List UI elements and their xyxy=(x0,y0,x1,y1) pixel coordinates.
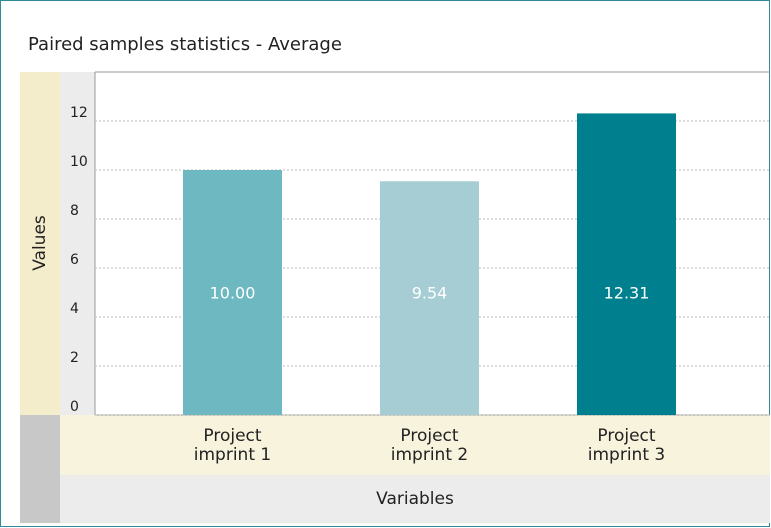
value-label: 9.54 xyxy=(412,284,448,303)
x-tick-label: Project imprint 1 xyxy=(193,426,272,465)
y-label-band xyxy=(20,72,60,415)
y-tick-label: 0 xyxy=(70,399,79,415)
bar xyxy=(380,181,479,415)
value-label: 12.31 xyxy=(604,284,650,303)
chart-title: Paired samples statistics - Average xyxy=(28,34,342,55)
x-label-band xyxy=(60,475,770,523)
y-tick-label: 6 xyxy=(70,252,79,268)
x-tick-label: Project imprint 2 xyxy=(390,426,469,465)
category-band xyxy=(60,415,770,475)
y-tick-label: 12 xyxy=(70,105,88,121)
y-tick-label: 4 xyxy=(70,301,79,317)
y-axis-label: Values xyxy=(30,215,50,271)
y-tick-band xyxy=(60,72,95,415)
x-axis-label: Variables xyxy=(376,489,454,509)
y-tick-label: 10 xyxy=(70,154,88,170)
y-tick-label: 8 xyxy=(70,203,79,219)
value-label: 10.00 xyxy=(210,284,256,303)
corner xyxy=(20,415,60,523)
x-tick-label: Project imprint 3 xyxy=(587,426,666,465)
y-tick-label: 2 xyxy=(70,350,79,366)
bar xyxy=(183,170,282,415)
bar xyxy=(577,113,676,415)
